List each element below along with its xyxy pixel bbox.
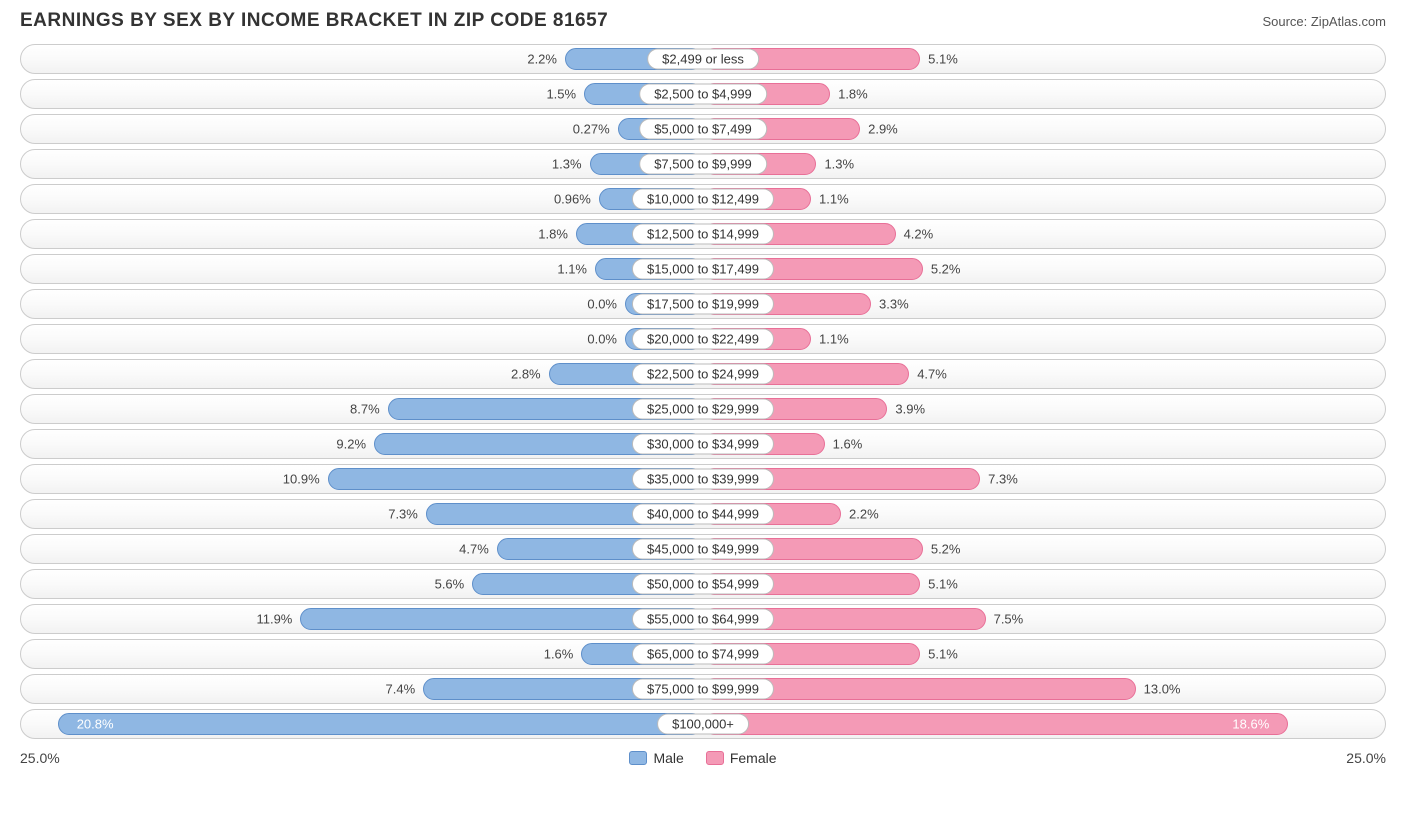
legend-male-label: Male	[653, 750, 683, 766]
bar-row: 1.1% 5.2% $15,000 to $17,499	[20, 254, 1386, 284]
male-value-label: 9.2%	[336, 437, 366, 452]
male-value-label: 11.9%	[256, 612, 292, 627]
male-value-label: 1.1%	[557, 262, 587, 277]
male-value-label: 10.9%	[283, 472, 320, 487]
bar-row: 0.0% 3.3% $17,500 to $19,999	[20, 289, 1386, 319]
category-label: $7,500 to $9,999	[639, 154, 767, 175]
male-value-label: 2.8%	[511, 367, 541, 382]
bar-row: 1.6% 5.1% $65,000 to $74,999	[20, 639, 1386, 669]
male-bar	[58, 713, 703, 735]
female-value-label: 4.2%	[904, 227, 934, 242]
female-value-label: 4.7%	[917, 367, 947, 382]
bar-row: 10.9% 7.3% $35,000 to $39,999	[20, 464, 1386, 494]
bar-row: 4.7% 5.2% $45,000 to $49,999	[20, 534, 1386, 564]
bar-row: 20.8% 18.6% $100,000+	[20, 709, 1386, 739]
female-value-label: 5.2%	[931, 542, 961, 557]
bar-row: 1.5% 1.8% $2,500 to $4,999	[20, 79, 1386, 109]
axis-right-max: 25.0%	[1346, 750, 1386, 766]
bar-row: 0.0% 1.1% $20,000 to $22,499	[20, 324, 1386, 354]
female-value-label: 13.0%	[1144, 682, 1181, 697]
category-label: $20,000 to $22,499	[632, 329, 774, 350]
chart-title: EARNINGS BY SEX BY INCOME BRACKET IN ZIP…	[20, 10, 608, 32]
category-label: $10,000 to $12,499	[632, 189, 774, 210]
female-value-label: 1.8%	[838, 87, 868, 102]
female-bar	[703, 713, 1288, 735]
chart-header: EARNINGS BY SEX BY INCOME BRACKET IN ZIP…	[0, 0, 1406, 44]
female-value-label: 7.5%	[994, 612, 1024, 627]
female-value-label: 2.2%	[849, 507, 879, 522]
bar-row: 11.9% 7.5% $55,000 to $64,999	[20, 604, 1386, 634]
category-label: $50,000 to $54,999	[632, 574, 774, 595]
category-label: $30,000 to $34,999	[632, 434, 774, 455]
male-value-label: 4.7%	[459, 542, 489, 557]
male-value-label: 1.5%	[546, 87, 576, 102]
axis-left-max: 25.0%	[20, 750, 60, 766]
category-label: $25,000 to $29,999	[632, 399, 774, 420]
category-label: $100,000+	[657, 714, 749, 735]
male-value-label: 7.3%	[388, 507, 418, 522]
female-value-label: 1.3%	[824, 157, 854, 172]
category-label: $65,000 to $74,999	[632, 644, 774, 665]
male-value-label: 1.8%	[538, 227, 568, 242]
bar-row: 7.4% 13.0% $75,000 to $99,999	[20, 674, 1386, 704]
bar-row: 2.2% 5.1% $2,499 or less	[20, 44, 1386, 74]
male-value-label: 1.3%	[552, 157, 582, 172]
female-value-label: 1.6%	[833, 437, 863, 452]
female-value-label: 3.9%	[895, 402, 925, 417]
female-value-label: 3.3%	[879, 297, 909, 312]
female-value-label: 18.6%	[1232, 717, 1269, 732]
chart-source: Source: ZipAtlas.com	[1262, 14, 1386, 29]
bar-row: 9.2% 1.6% $30,000 to $34,999	[20, 429, 1386, 459]
male-value-label: 0.0%	[587, 332, 617, 347]
category-label: $75,000 to $99,999	[632, 679, 774, 700]
legend-item-male: Male	[629, 750, 683, 766]
category-label: $40,000 to $44,999	[632, 504, 774, 525]
male-value-label: 0.0%	[587, 297, 617, 312]
category-label: $5,000 to $7,499	[639, 119, 767, 140]
category-label: $55,000 to $64,999	[632, 609, 774, 630]
legend-item-female: Female	[706, 750, 777, 766]
bar-row: 8.7% 3.9% $25,000 to $29,999	[20, 394, 1386, 424]
male-value-label: 1.6%	[544, 647, 574, 662]
female-value-label: 5.1%	[928, 577, 958, 592]
category-label: $22,500 to $24,999	[632, 364, 774, 385]
bar-row: 1.8% 4.2% $12,500 to $14,999	[20, 219, 1386, 249]
male-value-label: 8.7%	[350, 402, 380, 417]
chart-area: 2.2% 5.1% $2,499 or less 1.5% 1.8% $2,500 to …	[0, 44, 1406, 739]
female-value-label: 1.1%	[819, 192, 849, 207]
female-value-label: 1.1%	[819, 332, 849, 347]
male-value-label: 20.8%	[77, 717, 114, 732]
female-value-label: 2.9%	[868, 122, 898, 137]
category-label: $17,500 to $19,999	[632, 294, 774, 315]
female-value-label: 5.1%	[928, 52, 958, 67]
bar-row: 7.3% 2.2% $40,000 to $44,999	[20, 499, 1386, 529]
category-label: $12,500 to $14,999	[632, 224, 774, 245]
category-label: $2,499 or less	[647, 49, 759, 70]
female-value-label: 5.2%	[931, 262, 961, 277]
chart-footer: 25.0% Male Female 25.0%	[0, 744, 1406, 780]
category-label: $35,000 to $39,999	[632, 469, 774, 490]
male-swatch-icon	[629, 751, 647, 765]
bar-row: 0.96% 1.1% $10,000 to $12,499	[20, 184, 1386, 214]
category-label: $45,000 to $49,999	[632, 539, 774, 560]
male-value-label: 5.6%	[435, 577, 465, 592]
female-value-label: 5.1%	[928, 647, 958, 662]
male-value-label: 7.4%	[386, 682, 416, 697]
female-swatch-icon	[706, 751, 724, 765]
female-value-label: 7.3%	[988, 472, 1018, 487]
bar-row: 5.6% 5.1% $50,000 to $54,999	[20, 569, 1386, 599]
bar-row: 0.27% 2.9% $5,000 to $7,499	[20, 114, 1386, 144]
male-value-label: 2.2%	[527, 52, 557, 67]
legend-female-label: Female	[730, 750, 777, 766]
male-value-label: 0.96%	[554, 192, 591, 207]
bar-row: 1.3% 1.3% $7,500 to $9,999	[20, 149, 1386, 179]
category-label: $15,000 to $17,499	[632, 259, 774, 280]
legend: Male Female	[60, 750, 1347, 766]
category-label: $2,500 to $4,999	[639, 84, 767, 105]
male-value-label: 0.27%	[573, 122, 610, 137]
bar-row: 2.8% 4.7% $22,500 to $24,999	[20, 359, 1386, 389]
